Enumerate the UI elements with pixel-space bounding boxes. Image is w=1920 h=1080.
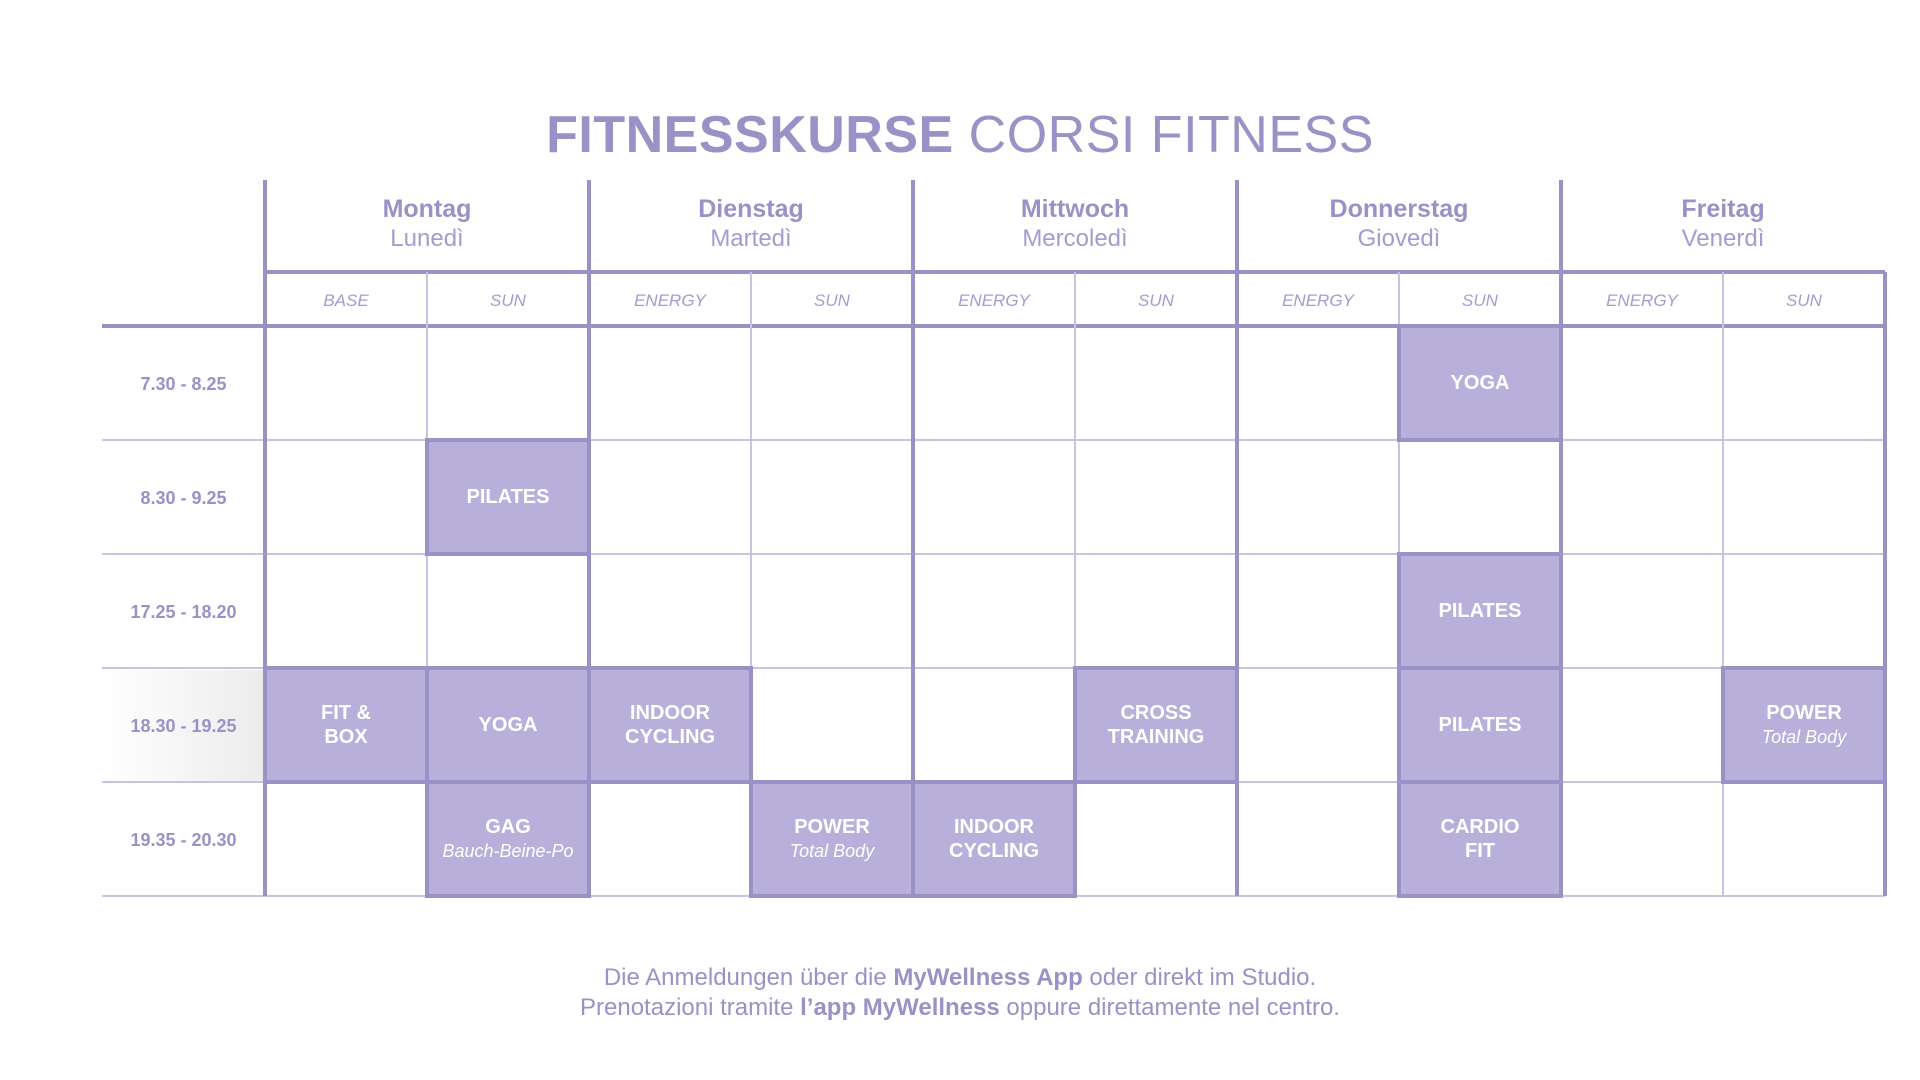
course-pilates[interactable]: PILATES bbox=[1397, 666, 1563, 784]
time-slot-label: 8.30 - 9.25 bbox=[140, 487, 227, 508]
day-header-donnerstag: Donnerstag Giovedì bbox=[1237, 195, 1561, 253]
room-header: SUN bbox=[1462, 291, 1498, 310]
course-fit-box[interactable]: FIT & BOX bbox=[263, 666, 429, 784]
row-divider bbox=[102, 439, 1885, 441]
title-german: FITNESSKURSE bbox=[546, 105, 954, 164]
footer-line-italian: Prenotazioni tramite l’app MyWellness op… bbox=[0, 993, 1920, 1023]
course-pilates[interactable]: PILATES bbox=[425, 438, 591, 556]
course-name: TRAINING bbox=[1107, 726, 1205, 748]
course-name: INDOOR bbox=[954, 816, 1034, 838]
course-yoga[interactable]: YOGA bbox=[425, 666, 591, 784]
day-name-german: Freitag bbox=[1681, 195, 1765, 223]
day-name-italian: Martedì bbox=[710, 225, 792, 252]
course-cross-training[interactable]: CROSS TRAINING bbox=[1073, 666, 1239, 784]
day-name-german: Montag bbox=[382, 195, 472, 223]
footer-text: Die Anmeldungen über die bbox=[603, 964, 894, 991]
course-pilates[interactable]: PILATES bbox=[1397, 552, 1563, 670]
course-name: FIT bbox=[1465, 840, 1495, 862]
course-power[interactable]: POWER Total Body bbox=[749, 780, 915, 898]
room-column-divider bbox=[426, 272, 428, 896]
day-column-divider bbox=[1559, 180, 1563, 896]
room-header: SUN bbox=[490, 291, 526, 310]
course-name: CROSS bbox=[1120, 702, 1192, 724]
day-column-divider bbox=[1883, 272, 1887, 896]
footer-text: Prenotazioni tramite bbox=[580, 994, 801, 1021]
room-header: SUN bbox=[1786, 291, 1822, 310]
day-header-freitag: Freitag Venerdì bbox=[1561, 195, 1885, 253]
time-slot-label: 7.30 - 8.25 bbox=[140, 373, 227, 394]
day-name-italian: Giovedì bbox=[1357, 225, 1441, 252]
course-cardio-fit[interactable]: CARDIO FIT bbox=[1397, 780, 1563, 898]
course-subtitle: Total Body bbox=[789, 841, 875, 861]
course-name: GAG bbox=[485, 816, 531, 838]
day-name-italian: Lunedì bbox=[390, 225, 464, 252]
time-slot-label: 18.30 - 19.25 bbox=[102, 670, 265, 782]
day-header-mittwoch: Mittwoch Mercoledì bbox=[913, 195, 1237, 253]
day-name-german: Mittwoch bbox=[1020, 195, 1130, 223]
day-column-divider bbox=[911, 180, 915, 896]
course-name: INDOOR bbox=[630, 702, 710, 724]
room-column-divider bbox=[1074, 272, 1076, 896]
footer-text: oder direkt im Studio. bbox=[1082, 964, 1317, 991]
course-name: POWER bbox=[794, 816, 870, 838]
day-column-divider bbox=[263, 180, 267, 896]
room-header: SUN bbox=[814, 291, 850, 310]
course-yoga[interactable]: YOGA bbox=[1397, 324, 1563, 442]
course-name: PILATES bbox=[466, 486, 550, 508]
room-header: ENERGY bbox=[1282, 291, 1354, 310]
day-header-montag: Montag Lunedì bbox=[265, 195, 589, 253]
room-column-divider bbox=[750, 272, 752, 896]
page-title: FITNESSKURSE CORSI FITNESS bbox=[0, 105, 1920, 165]
course-name: FIT & bbox=[321, 702, 371, 724]
course-subtitle: Bauch-Beine-Po bbox=[442, 841, 574, 861]
row-divider bbox=[102, 667, 1885, 669]
course-name: CYCLING bbox=[949, 840, 1039, 862]
header-bottom-divider bbox=[102, 324, 1885, 328]
day-header-dienstag: Dienstag Martedì bbox=[589, 195, 913, 253]
day-name-italian: Mercoledì bbox=[1022, 225, 1128, 252]
time-slot-label: 17.25 - 18.20 bbox=[130, 601, 237, 622]
course-subtitle: Total Body bbox=[1761, 727, 1847, 747]
course-name: YOGA bbox=[1450, 372, 1510, 394]
day-name-german: Donnerstag bbox=[1329, 195, 1469, 223]
footer-line-german: Die Anmeldungen über die MyWellness App … bbox=[0, 963, 1920, 993]
footer-app-name: l’app MyWellness bbox=[800, 994, 1000, 1021]
title-italian: CORSI FITNESS bbox=[968, 105, 1374, 164]
room-header: ENERGY bbox=[634, 291, 706, 310]
time-slot-label: 19.35 - 20.30 bbox=[130, 829, 237, 850]
course-name: PILATES bbox=[1438, 600, 1522, 622]
course-name: PILATES bbox=[1438, 714, 1522, 736]
course-gag[interactable]: GAG Bauch-Beine-Po bbox=[425, 780, 591, 898]
row-divider bbox=[102, 553, 1885, 555]
course-name: CARDIO bbox=[1440, 816, 1520, 838]
day-name-italian: Venerdì bbox=[1681, 225, 1765, 252]
course-indoor-cycling[interactable]: INDOOR CYCLING bbox=[911, 780, 1077, 898]
room-header: BASE bbox=[323, 291, 369, 310]
course-name: CYCLING bbox=[625, 726, 715, 748]
course-name: YOGA bbox=[478, 714, 538, 736]
footer-app-name: MyWellness App bbox=[893, 964, 1083, 991]
room-column-divider bbox=[1722, 272, 1724, 896]
course-name: POWER bbox=[1766, 702, 1842, 724]
day-name-german: Dienstag bbox=[698, 195, 804, 223]
course-power[interactable]: POWER Total Body bbox=[1721, 666, 1887, 784]
room-header: ENERGY bbox=[1606, 291, 1678, 310]
room-header: ENERGY bbox=[958, 291, 1030, 310]
course-name: BOX bbox=[324, 726, 368, 748]
footer-note: Die Anmeldungen über die MyWellness App … bbox=[0, 963, 1920, 1023]
day-column-divider bbox=[1235, 180, 1239, 896]
room-header: SUN bbox=[1138, 291, 1174, 310]
course-indoor-cycling[interactable]: INDOOR CYCLING bbox=[587, 666, 753, 784]
footer-text: oppure direttamente nel centro. bbox=[999, 994, 1340, 1021]
